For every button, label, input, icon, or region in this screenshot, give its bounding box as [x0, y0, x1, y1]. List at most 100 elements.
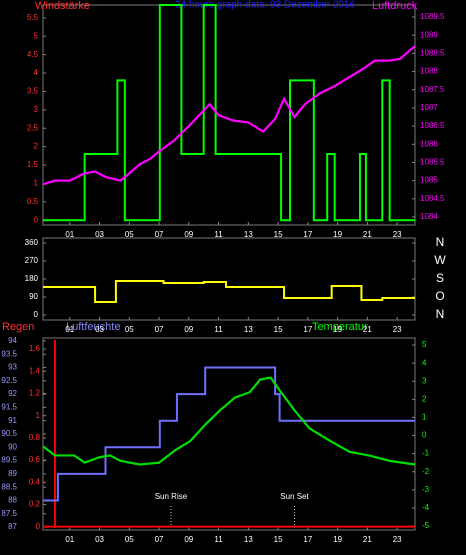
x-tick-label: 21 — [363, 535, 372, 544]
series-line — [42, 376, 416, 466]
x-tick-label: 07 — [155, 535, 164, 544]
axis-label: Windstärke — [35, 0, 90, 12]
y-tick-label: -4 — [422, 503, 430, 512]
x-tick-label: 17 — [303, 230, 312, 239]
y-tick-label: 0.6 — [29, 455, 41, 464]
x-tick-label: 19 — [333, 535, 342, 544]
y-tick-label: 87.5 — [1, 509, 17, 518]
y-tick-label: 0 — [422, 431, 427, 440]
x-tick-label: 19 — [333, 230, 342, 239]
y-tick-label: 2 — [422, 394, 427, 403]
annotation: Sun Rise — [155, 492, 188, 501]
y-tick-label: 270 — [25, 256, 39, 265]
y-tick-label: -5 — [422, 521, 430, 530]
x-tick-label: 23 — [393, 230, 402, 239]
y-tick-label: 1084 — [420, 212, 438, 221]
y-tick-label: N — [436, 307, 445, 321]
x-tick-label: 23 — [393, 535, 402, 544]
x-tick-label: 17 — [303, 535, 312, 544]
y-tick-label: 92 — [8, 389, 17, 398]
x-tick-label: 13 — [244, 230, 253, 239]
y-tick-label: 1087 — [420, 103, 438, 112]
y-tick-label: 360 — [25, 238, 39, 247]
y-tick-label: 5 — [422, 340, 427, 349]
y-tick-label: 1 — [34, 179, 39, 188]
x-tick-label: 03 — [95, 535, 104, 544]
x-tick-label: 11 — [214, 230, 223, 239]
y-tick-label: 0 — [34, 215, 39, 224]
x-tick-label: 05 — [125, 325, 134, 334]
x-tick-label: 07 — [155, 230, 164, 239]
y-tick-label: 88.5 — [1, 482, 17, 491]
y-tick-label: 1.2 — [29, 389, 41, 398]
y-tick-label: 87 — [8, 522, 17, 531]
y-tick-label: 0 — [34, 310, 39, 319]
y-tick-label: 93.5 — [1, 349, 17, 358]
y-tick-label: 4 — [34, 68, 39, 77]
y-tick-label: 1089 — [420, 30, 438, 39]
x-tick-label: 05 — [125, 230, 134, 239]
x-tick-label: 15 — [274, 230, 283, 239]
y-tick-label: 92.5 — [1, 376, 17, 385]
y-tick-label: 1085 — [420, 176, 438, 185]
y-tick-label: 89.5 — [1, 456, 17, 465]
series-line — [42, 45, 416, 186]
y-tick-label: 89 — [8, 469, 17, 478]
y-tick-label: 4.5 — [27, 50, 39, 59]
x-tick-label: 13 — [244, 325, 253, 334]
y-tick-label: N — [436, 235, 445, 249]
axis-label: Luftfeuchte — [66, 321, 120, 333]
y-tick-label: 90 — [8, 442, 17, 451]
y-tick-label: 93 — [8, 363, 17, 372]
x-tick-label: 21 — [363, 325, 372, 334]
x-tick-label: 09 — [184, 325, 193, 334]
y-tick-label: -2 — [422, 467, 430, 476]
axis-label: Regen — [2, 321, 34, 333]
y-tick-label: 2.5 — [27, 123, 39, 132]
x-tick-label: 07 — [155, 325, 164, 334]
x-tick-label: 09 — [184, 230, 193, 239]
x-tick-label: 13 — [244, 535, 253, 544]
y-tick-label: 91.5 — [1, 403, 17, 412]
y-tick-label: 1089.5 — [420, 12, 445, 21]
y-tick-label: 88 — [8, 496, 17, 505]
y-tick-label: 180 — [25, 274, 39, 283]
x-tick-label: 03 — [95, 325, 104, 334]
x-tick-label: 15 — [274, 535, 283, 544]
y-tick-label: 94 — [8, 336, 17, 345]
axis-label: Temperatur — [312, 321, 368, 333]
y-tick-label: 5.5 — [27, 13, 39, 22]
y-tick-label: 3 — [34, 105, 39, 114]
annotation: Sun Set — [280, 492, 309, 501]
y-tick-label: O — [435, 289, 444, 303]
y-tick-label: -1 — [422, 449, 430, 458]
x-tick-label: 15 — [274, 325, 283, 334]
y-tick-label: 1085.5 — [420, 158, 445, 167]
y-tick-label: 1 — [36, 411, 41, 420]
series-line — [43, 280, 415, 303]
series-line — [43, 366, 415, 502]
x-tick-label: 11 — [214, 325, 223, 334]
y-tick-label: 1086.5 — [420, 121, 445, 130]
y-tick-label: 5 — [34, 31, 39, 40]
y-tick-label: 3 — [422, 376, 427, 385]
x-tick-label: 01 — [65, 230, 74, 239]
y-tick-label: 1.6 — [29, 344, 41, 353]
y-tick-label: 3.5 — [27, 87, 39, 96]
y-tick-label: S — [436, 271, 444, 285]
y-tick-label: 0 — [36, 522, 41, 531]
y-tick-label: 0.5 — [27, 197, 39, 206]
y-tick-label: 90 — [29, 292, 38, 301]
y-tick-label: 1.5 — [27, 160, 39, 169]
y-tick-label: 1084.5 — [420, 194, 445, 203]
y-tick-label: 1087.5 — [420, 85, 445, 94]
y-tick-label: 4 — [422, 358, 427, 367]
y-tick-label: -3 — [422, 485, 430, 494]
y-tick-label: 2 — [34, 142, 39, 151]
x-tick-label: 17 — [303, 325, 312, 334]
panel-frame — [42, 237, 416, 321]
x-tick-label: 05 — [125, 535, 134, 544]
y-tick-label: 0.2 — [29, 500, 41, 509]
x-tick-label: 01 — [65, 535, 74, 544]
axis-label: Luftdruck — [372, 0, 418, 12]
